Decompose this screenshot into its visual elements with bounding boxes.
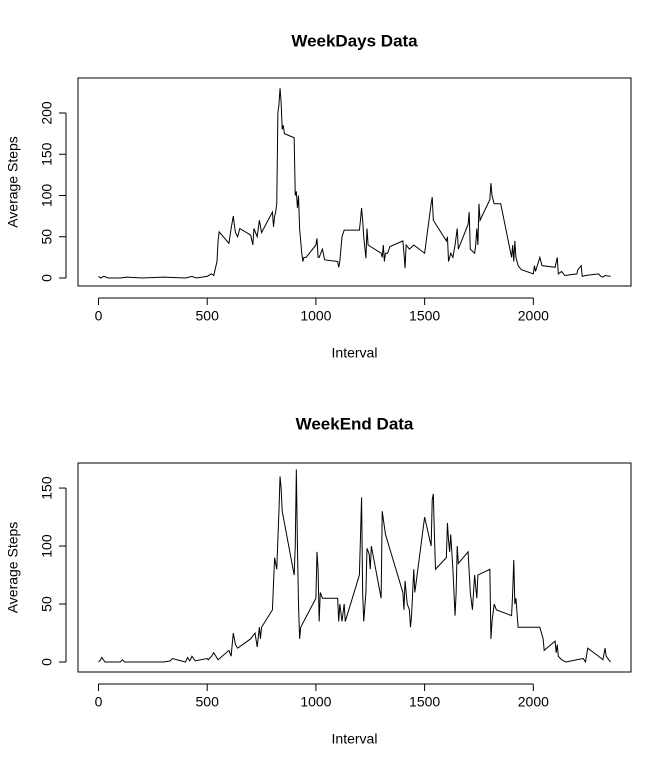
chart-title: WeekEnd Data (296, 414, 414, 433)
x-tick-label: 0 (95, 308, 103, 324)
chart-title: WeekDays Data (291, 31, 418, 50)
x-tick-label: 2000 (518, 308, 549, 324)
x-tick-label: 2000 (518, 694, 549, 710)
x-tick-label: 1500 (409, 694, 440, 710)
x-tick-label: 1500 (409, 308, 440, 324)
y-axis-label: Average Steps (5, 522, 21, 614)
y-tick-label: 50 (39, 229, 55, 245)
y-tick-label: 0 (39, 274, 55, 282)
y-axis-label: Average Steps (5, 136, 21, 228)
y-tick-label: 100 (39, 184, 55, 208)
x-tick-label: 1000 (300, 694, 331, 710)
y-tick-label: 150 (39, 142, 55, 166)
x-tick-label: 0 (95, 694, 103, 710)
y-tick-label: 200 (39, 101, 55, 125)
x-tick-label: 1000 (300, 308, 331, 324)
x-axis-label: Interval (332, 345, 378, 361)
y-tick-label: 100 (39, 534, 55, 558)
x-tick-label: 500 (196, 694, 220, 710)
x-axis-label: Interval (332, 731, 378, 747)
y-tick-label: 0 (39, 658, 55, 666)
plot-box (77, 462, 632, 673)
data-line (98, 88, 611, 279)
y-tick-label: 50 (39, 596, 55, 612)
plot-box (77, 77, 632, 287)
data-line (98, 469, 611, 664)
x-tick-label: 500 (196, 308, 220, 324)
y-tick-label: 150 (39, 476, 55, 500)
